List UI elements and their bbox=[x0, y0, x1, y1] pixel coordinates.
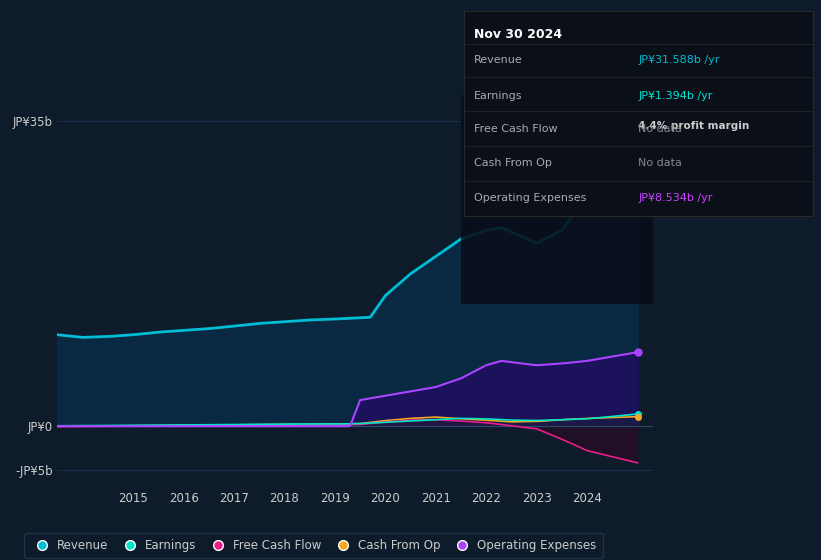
Text: Earnings: Earnings bbox=[475, 91, 523, 101]
Text: JP¥31.588b /yr: JP¥31.588b /yr bbox=[639, 55, 720, 66]
Text: Free Cash Flow: Free Cash Flow bbox=[475, 124, 558, 134]
Text: Operating Expenses: Operating Expenses bbox=[475, 193, 587, 203]
Text: JP¥8.534b /yr: JP¥8.534b /yr bbox=[639, 193, 713, 203]
Text: Revenue: Revenue bbox=[475, 55, 523, 66]
Text: JP¥1.394b /yr: JP¥1.394b /yr bbox=[639, 91, 713, 101]
Bar bbox=[461, 95, 653, 304]
Text: No data: No data bbox=[639, 124, 682, 134]
Text: Nov 30 2024: Nov 30 2024 bbox=[475, 27, 562, 40]
Legend: Revenue, Earnings, Free Cash Flow, Cash From Op, Operating Expenses: Revenue, Earnings, Free Cash Flow, Cash … bbox=[25, 533, 603, 558]
Text: Cash From Op: Cash From Op bbox=[475, 158, 553, 169]
Text: No data: No data bbox=[639, 158, 682, 169]
Text: 4.4% profit margin: 4.4% profit margin bbox=[639, 120, 750, 130]
